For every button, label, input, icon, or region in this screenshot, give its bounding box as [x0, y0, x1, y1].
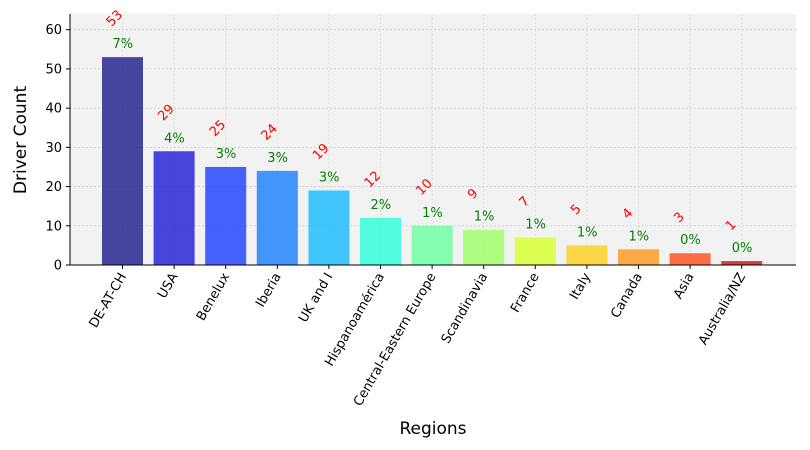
- percent-label: 1%: [629, 229, 650, 244]
- x-ticks-group: DE-AT-CH USA Benelux Iberia UK and IHispanoa…: [87, 265, 749, 409]
- y-tick-label: 40: [45, 102, 62, 117]
- bar: [153, 151, 195, 265]
- bar: [669, 253, 711, 265]
- bar: [411, 225, 453, 265]
- percent-label: 1%: [422, 206, 443, 221]
- y-tick-label: 60: [45, 23, 62, 38]
- bar: [360, 217, 401, 265]
- percent-label: 3%: [267, 151, 288, 166]
- x-tick-label: Iberia: [253, 271, 284, 311]
- percent-labels-group: 7% 4% 3% 3% 3% 2% 1% 1% 1% 1% 1% 0% 0%: [113, 37, 753, 256]
- x-tick-label: Canada: [608, 271, 646, 321]
- percent-label: 0%: [680, 233, 701, 248]
- percent-label: 7%: [113, 37, 134, 52]
- bar: [721, 261, 763, 265]
- bar: [308, 190, 350, 265]
- bar: [514, 237, 556, 265]
- x-tick-label: Benelux: [194, 270, 233, 323]
- percent-label: 3%: [319, 170, 340, 185]
- percent-label: 1%: [577, 225, 598, 240]
- percent-label: 3%: [216, 147, 237, 162]
- x-tick-label: Australia/NZ: [696, 270, 749, 347]
- y-tick-label: 20: [45, 180, 62, 195]
- y-axis-title: Driver Count: [11, 86, 31, 195]
- bar: [566, 245, 608, 265]
- x-tick-label: USA: [155, 270, 181, 301]
- bar: [618, 249, 659, 265]
- bar: [463, 229, 505, 265]
- x-tick-label: UK and I: [296, 271, 336, 326]
- x-tick-label: France: [508, 271, 543, 316]
- percent-label: 1%: [525, 218, 546, 233]
- x-tick-label: Asia: [671, 271, 698, 302]
- x-axis-title: Regions: [399, 419, 466, 439]
- y-ticks-group: 0 10 20 30 40 50 60: [45, 23, 70, 274]
- bar: [205, 166, 247, 265]
- bar: [102, 57, 143, 265]
- y-tick-label: 0: [54, 259, 62, 274]
- percent-label: 0%: [732, 241, 753, 256]
- bars-group: [102, 57, 763, 265]
- y-tick-label: 50: [45, 62, 62, 77]
- y-tick-label: 10: [45, 219, 62, 234]
- percent-label: 4%: [164, 131, 185, 146]
- x-tick-label: DE-AT-CH: [87, 271, 130, 331]
- percent-label: 1%: [474, 210, 495, 225]
- percent-label: 2%: [371, 198, 392, 213]
- bar: [256, 170, 298, 265]
- x-tick-label: Italy: [567, 270, 594, 302]
- y-tick-label: 30: [45, 141, 62, 156]
- x-tick-label: Scandinavia: [439, 271, 491, 347]
